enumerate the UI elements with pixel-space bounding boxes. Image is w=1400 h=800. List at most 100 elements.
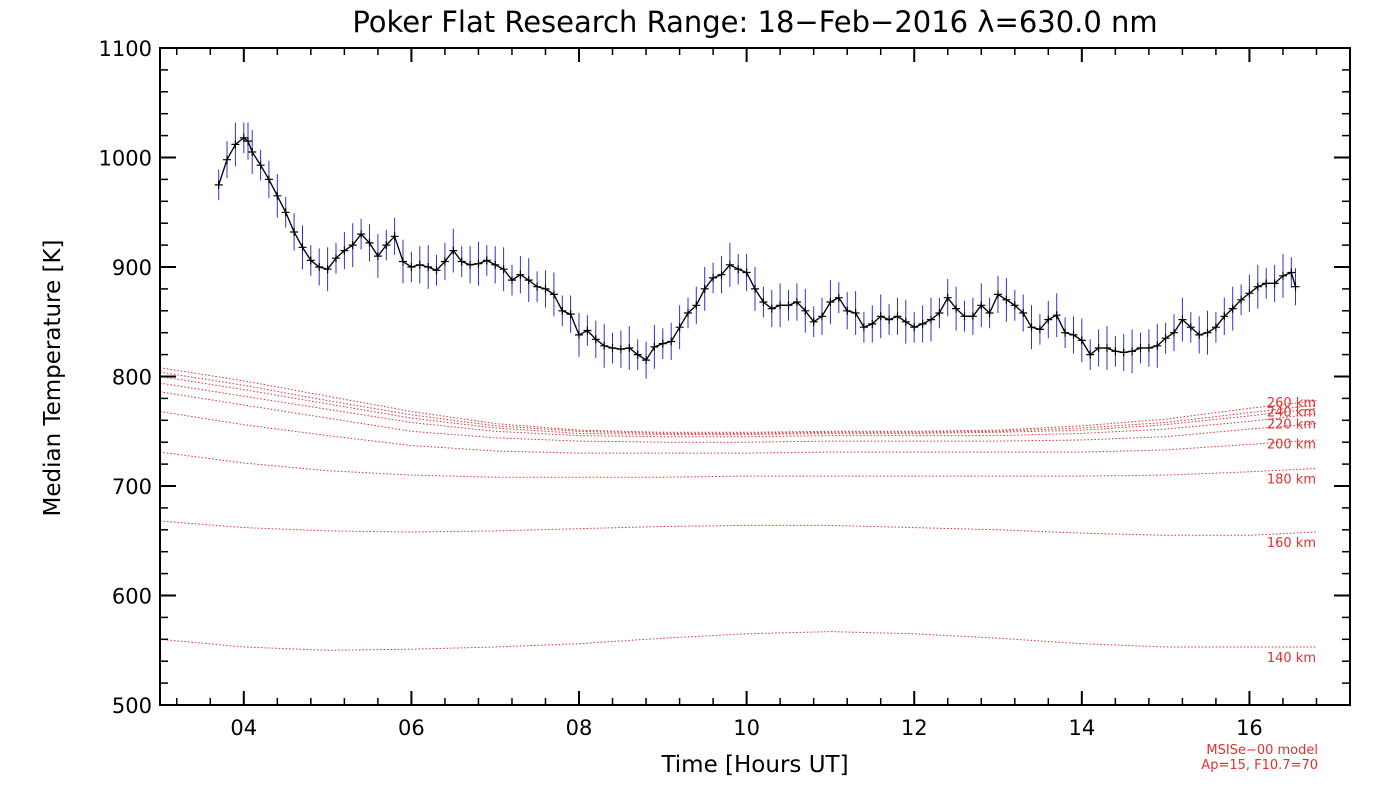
data-point xyxy=(365,238,374,247)
data-point xyxy=(734,265,743,274)
data-point xyxy=(960,312,969,321)
data-point xyxy=(725,260,734,269)
data-point xyxy=(508,276,516,285)
data-point xyxy=(1094,344,1103,352)
data-point xyxy=(709,273,718,282)
data-point xyxy=(1220,312,1229,321)
data-point xyxy=(675,323,684,332)
data-point xyxy=(910,323,919,332)
data-point xyxy=(575,330,583,339)
data-point xyxy=(851,309,860,317)
data-point xyxy=(776,301,785,310)
model-curve-300-km xyxy=(159,367,1317,433)
data-point xyxy=(273,191,282,200)
altitude-label-240-km: 240 km xyxy=(1267,406,1316,421)
data-point xyxy=(583,326,592,335)
data-point xyxy=(256,161,265,170)
data-point xyxy=(633,350,642,359)
data-point xyxy=(1119,348,1128,357)
data-point xyxy=(1111,347,1120,356)
chart-title: Poker Flat Research Range: 18−Feb−2016 λ… xyxy=(352,5,1157,39)
data-point xyxy=(332,254,340,263)
data-point xyxy=(373,252,382,261)
data-point xyxy=(1061,328,1070,337)
data-point xyxy=(1228,304,1237,313)
data-point xyxy=(642,356,651,365)
data-point xyxy=(1270,279,1279,288)
model-note-line1: MSISe−00 model xyxy=(1206,743,1318,758)
y-tick-label: 900 xyxy=(112,256,152,280)
data-point xyxy=(868,319,877,328)
measured-series xyxy=(214,133,1300,365)
data-point xyxy=(1237,295,1246,304)
plot-frame xyxy=(159,47,1351,706)
data-point xyxy=(264,175,273,184)
data-point xyxy=(1195,330,1204,339)
data-point xyxy=(608,344,617,352)
data-point xyxy=(457,257,466,266)
data-point xyxy=(977,301,986,310)
data-point xyxy=(759,298,768,306)
data-point xyxy=(1170,328,1178,337)
data-point xyxy=(482,256,491,265)
model-curve-280-km xyxy=(159,371,1317,434)
data-point xyxy=(499,265,508,274)
data-point xyxy=(843,306,852,315)
data-point xyxy=(616,345,625,354)
data-point xyxy=(466,260,475,269)
data-point xyxy=(1186,323,1195,332)
altitude-label-180-km: 180 km xyxy=(1267,472,1316,487)
x-axis-label: Time [Hours UT] xyxy=(660,752,848,778)
altitude-label-140-km: 140 km xyxy=(1267,651,1316,666)
y-tick-label: 1000 xyxy=(99,147,152,171)
data-point xyxy=(1279,271,1287,280)
data-point xyxy=(399,257,407,266)
data-point xyxy=(323,265,332,274)
data-point xyxy=(533,282,542,291)
data-point xyxy=(1002,295,1011,304)
data-point xyxy=(474,259,483,268)
data-point xyxy=(248,148,257,156)
data-point xyxy=(1253,282,1262,291)
model-note-line2: Ap=15, F10.7=70 xyxy=(1201,758,1318,773)
data-point xyxy=(968,312,977,321)
altitude-label-260-km: 260 km xyxy=(1267,396,1316,411)
data-point xyxy=(893,312,902,321)
data-point xyxy=(784,301,793,310)
x-tick-label: 14 xyxy=(1068,716,1095,740)
data-point xyxy=(1178,315,1187,324)
data-point xyxy=(918,319,927,328)
model-curve-240-km xyxy=(159,382,1317,438)
data-point xyxy=(1077,336,1086,345)
data-point xyxy=(801,306,810,315)
data-point xyxy=(818,312,826,321)
y-axis-label: Median Temperature [K] xyxy=(40,240,66,517)
x-tick-label: 12 xyxy=(901,716,928,740)
data-point xyxy=(449,246,458,255)
data-point xyxy=(382,241,391,250)
data-point xyxy=(541,284,550,293)
data-point xyxy=(1262,279,1271,288)
data-point xyxy=(985,309,994,317)
data-point xyxy=(1103,344,1111,352)
data-point xyxy=(524,276,533,285)
x-tick-label: 10 xyxy=(733,716,760,740)
data-point xyxy=(415,260,424,269)
data-point xyxy=(1245,289,1254,298)
data-point xyxy=(684,309,692,317)
model-curve-160-km xyxy=(159,520,1317,536)
model-curve-260-km xyxy=(159,376,1317,435)
model-curve-140-km xyxy=(159,631,1317,651)
data-point xyxy=(859,323,868,332)
y-tick-label: 500 xyxy=(112,694,152,718)
data-point xyxy=(290,228,299,236)
data-point xyxy=(901,317,910,326)
altitude-label-220-km: 220 km xyxy=(1267,418,1316,433)
data-point xyxy=(700,284,709,293)
data-point xyxy=(214,180,223,189)
data-point xyxy=(751,284,759,293)
data-point xyxy=(1136,344,1145,352)
data-point xyxy=(1291,282,1300,291)
data-point xyxy=(1144,344,1153,352)
